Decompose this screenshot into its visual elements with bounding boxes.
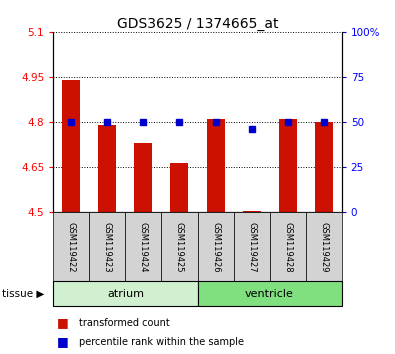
Bar xyxy=(53,281,198,306)
Bar xyxy=(171,163,188,212)
Text: percentile rank within the sample: percentile rank within the sample xyxy=(79,337,244,347)
Text: transformed count: transformed count xyxy=(79,318,170,328)
Bar xyxy=(98,125,117,212)
Bar xyxy=(89,212,126,281)
Bar xyxy=(198,281,342,306)
Text: GSM119424: GSM119424 xyxy=(139,222,148,272)
Text: GSM119423: GSM119423 xyxy=(103,222,112,272)
Bar xyxy=(306,212,342,281)
Text: ventricle: ventricle xyxy=(245,289,294,299)
Text: GSM119426: GSM119426 xyxy=(211,222,220,272)
Text: GSM119429: GSM119429 xyxy=(319,222,328,272)
Bar xyxy=(198,212,233,281)
Text: ■: ■ xyxy=(57,316,69,329)
Bar xyxy=(126,212,162,281)
Text: ■: ■ xyxy=(57,336,69,348)
Bar xyxy=(134,143,152,212)
Bar xyxy=(207,119,224,212)
Text: GSM119427: GSM119427 xyxy=(247,222,256,272)
Bar xyxy=(243,211,261,212)
Text: atrium: atrium xyxy=(107,289,144,299)
Text: GSM119428: GSM119428 xyxy=(283,222,292,272)
Title: GDS3625 / 1374665_at: GDS3625 / 1374665_at xyxy=(117,17,278,31)
Bar xyxy=(278,119,297,212)
Bar xyxy=(53,212,89,281)
Text: tissue ▶: tissue ▶ xyxy=(2,289,44,299)
Text: GSM119422: GSM119422 xyxy=(67,222,76,272)
Bar xyxy=(162,212,198,281)
Bar xyxy=(315,122,333,212)
Text: GSM119425: GSM119425 xyxy=(175,222,184,272)
Bar xyxy=(233,212,270,281)
Bar xyxy=(62,80,80,212)
Bar xyxy=(270,212,306,281)
